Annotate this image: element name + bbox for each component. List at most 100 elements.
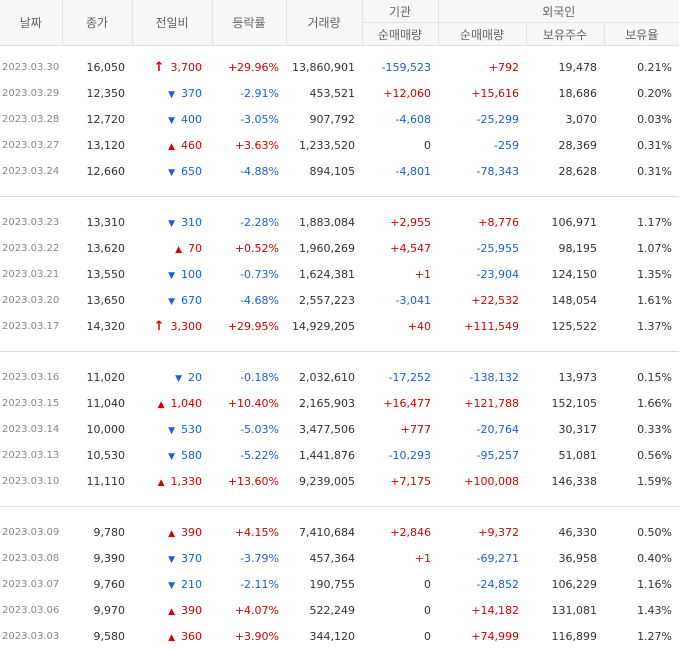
foreign-net-cell: -95,257: [438, 442, 526, 468]
change-cell: ▼530: [132, 416, 212, 442]
volume-cell: 1,233,520: [286, 132, 362, 158]
triangle-down-icon: ▼: [168, 90, 175, 100]
change-value: 670: [181, 294, 202, 307]
foreign-ratio-cell: 0.21%: [604, 54, 679, 80]
foreign-hold-cell: 28,628: [526, 158, 604, 184]
triangle-down-icon: ▼: [168, 581, 175, 591]
change-value: 650: [181, 165, 202, 178]
date-cell: 2023.03.28: [0, 106, 62, 132]
change-cell: ▼670: [132, 287, 212, 313]
rate-cell: -5.22%: [212, 442, 286, 468]
change-cell: ▼650: [132, 158, 212, 184]
gap-cell: [0, 352, 679, 365]
foreign-net-cell: +74,999: [438, 623, 526, 649]
change-cell: ↑3,700: [132, 54, 212, 80]
change-value: 1,330: [171, 475, 203, 488]
group-gap: [0, 507, 679, 520]
rate-cell: +3.63%: [212, 132, 286, 158]
change-cell: ↑3,300: [132, 313, 212, 339]
foreign-hold-cell: 19,478: [526, 54, 604, 80]
foreign-ratio-cell: 1.17%: [604, 209, 679, 235]
change-cell: ▼370: [132, 545, 212, 571]
foreign-net-cell: -259: [438, 132, 526, 158]
change-cell: ▼100: [132, 261, 212, 287]
rate-cell: +29.96%: [212, 54, 286, 80]
change-cell: ▼580: [132, 442, 212, 468]
foreign-hold-cell: 131,081: [526, 597, 604, 623]
volume-cell: 522,249: [286, 597, 362, 623]
inst-net-cell: +4,547: [362, 235, 438, 261]
upper-limit-arrow-icon: ↑: [154, 60, 165, 75]
rate-cell: +29.95%: [212, 313, 286, 339]
triangle-up-icon: ▲: [168, 142, 175, 152]
change-value: 70: [188, 242, 202, 255]
date-cell: 2023.03.29: [0, 80, 62, 106]
change-cell: ▼370: [132, 80, 212, 106]
foreign-net-cell: -138,132: [438, 364, 526, 390]
foreign-net-cell: +8,776: [438, 209, 526, 235]
foreign-net-cell: -69,271: [438, 545, 526, 571]
inst-net-cell: -4,801: [362, 158, 438, 184]
inst-net-cell: +7,175: [362, 468, 438, 494]
close-cell: 13,650: [62, 287, 132, 313]
date-cell: 2023.03.22: [0, 235, 62, 261]
rate-cell: +4.15%: [212, 519, 286, 545]
change-cell: ▲ 390: [132, 597, 212, 623]
inst-net-cell: +16,477: [362, 390, 438, 416]
rate-cell: -3.05%: [212, 106, 286, 132]
change-cell: ▼20: [132, 364, 212, 390]
rate-cell: +3.90%: [212, 623, 286, 649]
foreign-net-cell: -24,852: [438, 571, 526, 597]
foreign-hold-cell: 106,971: [526, 209, 604, 235]
date-cell: 2023.03.10: [0, 468, 62, 494]
volume-cell: 1,441,876: [286, 442, 362, 468]
triangle-up-icon: ▲: [158, 478, 165, 488]
group-divider: [0, 339, 679, 352]
inst-net-cell: +1: [362, 545, 438, 571]
foreign-net-cell: +22,532: [438, 287, 526, 313]
foreign-hold-cell: 98,195: [526, 235, 604, 261]
foreign-ratio-cell: 1.07%: [604, 235, 679, 261]
foreign-hold-cell: 36,958: [526, 545, 604, 571]
date-cell: 2023.03.20: [0, 287, 62, 313]
close-cell: 13,550: [62, 261, 132, 287]
header-rate: 등락률: [212, 0, 286, 46]
close-cell: 12,720: [62, 106, 132, 132]
foreign-ratio-cell: 1.59%: [604, 468, 679, 494]
date-cell: 2023.03.15: [0, 390, 62, 416]
inst-net-cell: +2,955: [362, 209, 438, 235]
rate-cell: -2.11%: [212, 571, 286, 597]
change-value: 390: [181, 604, 202, 617]
volume-cell: 1,883,084: [286, 209, 362, 235]
close-cell: 11,110: [62, 468, 132, 494]
date-cell: 2023.03.07: [0, 571, 62, 597]
foreign-net-cell: -25,955: [438, 235, 526, 261]
header-foreign-net: 순매매량: [438, 23, 526, 46]
divider-cell: [0, 339, 679, 352]
change-value: 370: [181, 552, 202, 565]
foreign-ratio-cell: 0.31%: [604, 132, 679, 158]
triangle-up-icon: ▲: [175, 245, 182, 255]
date-cell: 2023.03.09: [0, 519, 62, 545]
upper-limit-arrow-icon: ↑: [154, 319, 165, 334]
foreign-ratio-cell: 0.56%: [604, 442, 679, 468]
close-cell: 9,780: [62, 519, 132, 545]
change-cell: ▲ 70: [132, 235, 212, 261]
foreign-hold-cell: 125,522: [526, 313, 604, 339]
date-cell: 2023.03.30: [0, 54, 62, 80]
inst-net-cell: -159,523: [362, 54, 438, 80]
foreign-ratio-cell: 0.31%: [604, 158, 679, 184]
triangle-down-icon: ▼: [168, 219, 175, 229]
triangle-up-icon: ▲: [168, 607, 175, 617]
